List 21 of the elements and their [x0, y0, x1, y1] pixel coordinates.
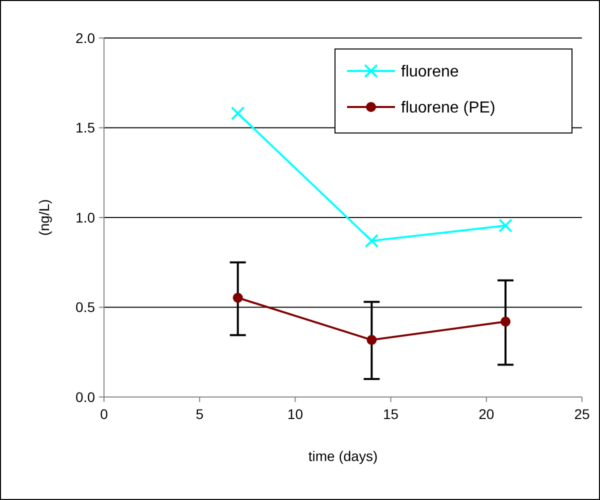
x-tick-label: 15 — [383, 406, 399, 422]
y-tick-label: 2.0 — [76, 30, 96, 46]
point — [498, 218, 513, 233]
x-tick-label: 0 — [100, 406, 108, 422]
x-axis-title: time (days) — [308, 448, 378, 464]
y-tick-label: 0.5 — [76, 299, 96, 316]
point — [230, 106, 245, 120]
y-tick-label: 1.5 — [76, 120, 96, 136]
y-axis-title: (ng/L) — [36, 199, 52, 236]
point — [366, 334, 377, 345]
x-tick-label: 25 — [574, 406, 590, 422]
x-tick-label: 10 — [287, 406, 304, 422]
x-tick-label: 5 — [196, 406, 204, 422]
x-tick-label: 20 — [478, 406, 494, 422]
point — [500, 316, 511, 327]
legend-label: fluorene (PE) — [401, 100, 496, 117]
legend-label: fluorene — [401, 64, 459, 81]
y-tick-label: 1.0 — [76, 209, 96, 226]
point — [232, 292, 243, 303]
point — [364, 234, 379, 248]
y-tick-label: 0.0 — [76, 388, 96, 405]
